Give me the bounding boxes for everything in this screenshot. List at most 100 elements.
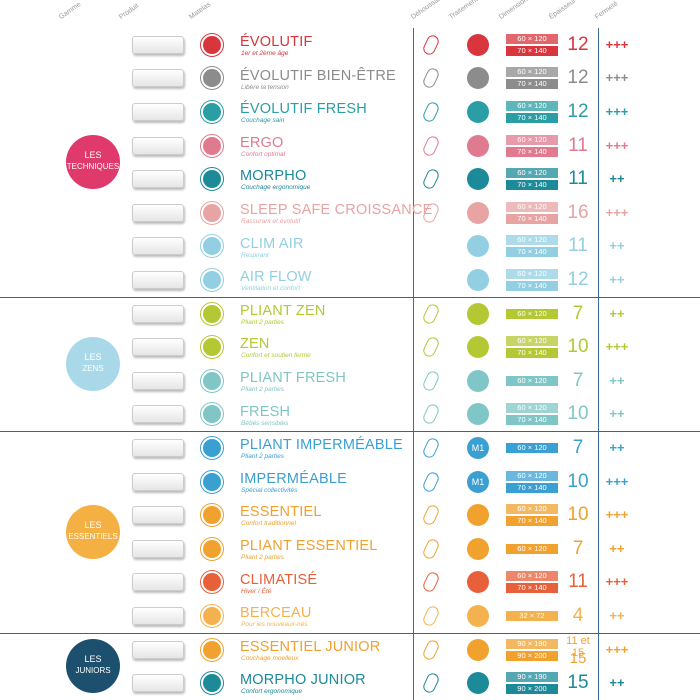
group-badge: LES TECHNIQUES (66, 135, 120, 190)
dimension: 90 × 200 (506, 650, 558, 661)
treatment-icon (467, 537, 489, 560)
removable-icon (421, 100, 441, 124)
dimension: 90 × 200 (506, 684, 558, 695)
mattress-image (132, 304, 184, 323)
treatment-icon (467, 67, 489, 90)
mattress-subtitle: Confort et soutien ferme (241, 352, 311, 360)
firmness: +++ (605, 137, 629, 153)
dimension: 90 × 190 (506, 672, 558, 683)
mattress-image (132, 136, 184, 155)
dimension: 60 × 120 (506, 269, 558, 279)
group-label: TECHNIQUES (66, 162, 120, 172)
dimension: 70 × 140 (506, 45, 558, 56)
firmness: +++ (605, 204, 629, 220)
thickness: 16 (567, 201, 589, 223)
mattress-name: MORPHO (240, 168, 307, 185)
column-header: Dimensions (cm) (497, 0, 546, 21)
mattress-subtitle: 1er et 2ème âge (241, 50, 289, 57)
treatment-icon (467, 504, 489, 527)
mattress-name: BERCEAU (240, 605, 312, 622)
mattress-icon (200, 469, 224, 494)
removable-icon (421, 335, 441, 359)
column-header: Gamme (57, 0, 83, 22)
mattress-icon (200, 66, 224, 91)
group-badge: LES ZENS (66, 337, 120, 391)
firmness: +++ (605, 36, 629, 52)
group-label: ZENS (82, 364, 104, 373)
treatment-icon (467, 336, 489, 359)
mattress-icon (200, 671, 224, 696)
treatment-icon (467, 101, 489, 123)
column-header: Épaisseur (547, 0, 578, 21)
thickness: 11 et 15 (566, 634, 590, 659)
thickness: 10 (567, 336, 589, 358)
mattress-icon (200, 536, 224, 561)
mattress-name: ÉVOLUTIF BIEN-ÊTRE (240, 67, 396, 84)
mattress-subtitle: Ventilation et confort (241, 285, 301, 293)
dimension: 70 × 140 (506, 281, 558, 291)
thickness: 15 (567, 672, 589, 694)
firmness: ++ (609, 440, 625, 455)
mattress-image (132, 170, 184, 189)
firmness: ++ (609, 272, 625, 287)
dimension: 70 × 140 (506, 113, 558, 123)
mattress-icon (200, 234, 224, 259)
group-label: LES (84, 654, 102, 665)
firmness: +++ (605, 574, 629, 590)
thickness: 12 (567, 33, 589, 55)
thickness: 11 (568, 235, 588, 257)
removable-icon (421, 301, 441, 326)
thickness: 15 (569, 649, 587, 667)
mattress-icon (200, 570, 224, 595)
column-header: Traitement (447, 0, 480, 22)
mattress-subtitle: Hiver / Été (241, 587, 272, 595)
removable-icon (421, 469, 441, 494)
firmness: ++ (609, 372, 625, 388)
removable-icon (421, 671, 441, 695)
firmness: ++ (609, 406, 625, 422)
mattress-image (132, 203, 184, 222)
thickness: 12 (567, 67, 589, 89)
column-header: Fermeté (593, 0, 620, 21)
firmness: ++ (609, 305, 625, 321)
firmness: +++ (605, 507, 629, 523)
mattress-name: ÉVOLUTIF FRESH (240, 101, 367, 118)
removable-icon (421, 133, 441, 158)
dimension: 32 × 72 (506, 611, 558, 621)
thickness: 10 (567, 470, 589, 492)
dimension: 70 × 140 (506, 180, 558, 191)
mattress-icon (200, 368, 224, 393)
dimension: 60 × 120 (506, 443, 558, 453)
firmness: ++ (609, 171, 625, 187)
mattress-name: AIR FLOW (240, 269, 312, 286)
mattress-subtitle: Pliant 2 parties (241, 318, 284, 326)
thickness: 10 (567, 504, 589, 526)
mattress-subtitle: Rassurant et évolutif (241, 218, 301, 225)
treatment-icon (467, 201, 489, 224)
treatment-icon (467, 672, 489, 695)
mattress-image (132, 472, 184, 491)
treatment-icon (467, 571, 489, 594)
treatment-icon: M1 (467, 437, 489, 459)
treatment-icon (467, 403, 489, 426)
group-label: LES (84, 150, 102, 161)
mattress-subtitle: Libère la tension (241, 83, 289, 91)
dimension: 70 × 140 (506, 247, 558, 258)
group-label: LES (84, 520, 102, 530)
dimension: 70 × 140 (506, 516, 558, 527)
mattress-image (132, 271, 184, 289)
removable-icon (421, 570, 441, 594)
mattress-image (132, 573, 184, 592)
treatment-icon (467, 605, 489, 627)
dimension: 60 × 120 (506, 571, 558, 582)
group-badge: LES JUNIORS (66, 639, 120, 694)
mattress-name: FRESH (240, 403, 291, 420)
mattress-image (132, 439, 184, 457)
treatment-icon (467, 638, 489, 661)
mattress-icon (200, 301, 224, 326)
group-label: LES (84, 352, 102, 362)
divider (598, 28, 599, 700)
mattress-subtitle: Pliant 2 parties (241, 554, 284, 561)
dimension: 60 × 120 (506, 308, 558, 319)
